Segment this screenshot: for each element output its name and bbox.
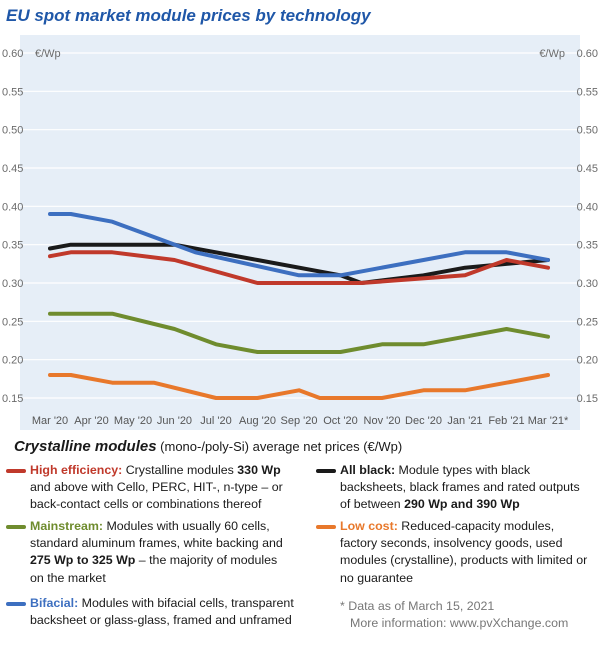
- legend-name: Mainstream:: [30, 519, 103, 533]
- legend-bold-text: 330 Wp: [237, 463, 281, 477]
- y-tick-label-right: 0.60: [577, 48, 598, 60]
- series-line-bifacial: [48, 212, 550, 278]
- x-tick-label: Aug '20: [239, 415, 276, 427]
- series-line-mainstream: [48, 311, 550, 354]
- y-tick-label-left: 0.50: [2, 125, 23, 137]
- legend-title: Crystalline modules (mono-/poly-Si) aver…: [14, 438, 402, 455]
- series-line-low-cost: [48, 373, 550, 400]
- legend-name: Bifacial:: [30, 596, 79, 610]
- x-tick-label: Oct '20: [323, 415, 358, 427]
- legend-text: Reduced-capacity modules, factory second…: [340, 519, 588, 585]
- legend-text: – the majority of modules on the market: [30, 553, 278, 585]
- y-tick-label-left: 0.55: [2, 86, 23, 98]
- y-tick-label-left: 0.45: [2, 163, 23, 175]
- legend-bold-text: 275 Wp to 325 Wp: [30, 553, 136, 568]
- line-chart: 0.60 0.60 0.55 0.55 0.50 0.50 0.45 0.45 0.40 0.40…: [2, 35, 598, 430]
- legend-text: and above with Cello, PERC, HIT-, n-type…: [30, 480, 283, 512]
- y-tick-label-left: 0.20: [2, 355, 23, 367]
- y-tick-label-left: 0.25: [2, 316, 23, 328]
- y-unit-right: €/Wp: [539, 48, 565, 60]
- y-tick-label-right: 0.35: [577, 240, 598, 252]
- x-tick-label: Jul '20: [200, 415, 231, 427]
- x-tick-label: Jan '21: [447, 415, 482, 427]
- legend-text: Crystalline modules: [122, 463, 238, 477]
- y-unit-left: €/Wp: [35, 48, 61, 60]
- y-tick-labels: 0.60 0.60 0.55 0.55 0.50 0.50 0.45 0.45 0.40 0.40…: [2, 48, 598, 405]
- x-tick-label: Feb '21: [488, 415, 524, 427]
- y-tick-label-right: 0.40: [577, 201, 598, 213]
- footnote-more-info: More information: www.pvXchange.com: [350, 616, 569, 630]
- footnote: * Data as of March 15, 2021 More informa…: [340, 598, 568, 632]
- y-tick-label-right: 0.30: [577, 278, 598, 290]
- y-tick-label-right: 0.25: [577, 316, 598, 328]
- legend-swatch-all-black: [316, 469, 336, 473]
- legend-swatch-mainstream: [6, 525, 26, 529]
- x-tick-labels: Mar '20 Apr '20 May '20 Jun '20 Jul '20 Aug '…: [32, 415, 569, 427]
- legend-name: High efficiency:: [30, 463, 123, 477]
- legend-text: Module types with black backsheets, blac…: [340, 463, 580, 512]
- legend-item-low-cost: Low cost: Reduced-capacity modules, fact…: [316, 518, 590, 587]
- legend-item-all-black: All black: Module types with black backs…: [316, 462, 590, 514]
- y-tick-label-left: 0.35: [2, 240, 23, 252]
- y-tick-label-right: 0.20: [577, 355, 598, 367]
- legend-swatch-high-efficiency: [6, 469, 26, 473]
- x-tick-label: Mar '20: [32, 415, 68, 427]
- legend-name: All black:: [340, 463, 396, 477]
- x-tick-label: Jun '20: [157, 415, 192, 427]
- y-tick-label-right: 0.50: [577, 125, 598, 137]
- legend-swatch-low-cost: [316, 525, 336, 529]
- legend-text: Modules with usually 60 cells, standard …: [30, 519, 283, 551]
- x-tick-label: Dec '20: [405, 415, 442, 427]
- legend-title-main: Crystalline modules: [14, 438, 157, 455]
- legend-item-high-efficiency: High efficiency: Crystalline modules 330…: [6, 462, 292, 514]
- x-tick-label: May '20: [114, 415, 152, 427]
- chart-title: EU spot market module prices by technolo…: [6, 6, 371, 25]
- y-tick-label-right: 0.55: [577, 86, 598, 98]
- y-tick-label-left: 0.40: [2, 201, 23, 213]
- legend-item-mainstream: Mainstream: Modules with usually 60 cell…: [6, 518, 292, 587]
- legend-bold-text: 290 Wp and 390 Wp: [404, 497, 520, 512]
- legend-text: Modules with bifacial cells, transparent…: [30, 596, 294, 628]
- legend-name: Low cost:: [340, 519, 398, 533]
- gridlines: [20, 52, 580, 399]
- x-tick-label: Sep '20: [281, 415, 318, 427]
- x-tick-label: Apr '20: [74, 415, 109, 427]
- plot-area-background: [20, 35, 580, 430]
- y-tick-label-right: 0.45: [577, 163, 598, 175]
- legend-swatch-bifacial: [6, 602, 26, 606]
- legend-title-sub: (mono-/poly-Si) average net prices (€/Wp…: [156, 439, 403, 454]
- series-lines: [48, 212, 550, 400]
- footnote-date: * Data as of March 15, 2021: [340, 599, 495, 613]
- y-tick-label-left: 0.60: [2, 48, 23, 60]
- series-line-high-efficiency: [48, 250, 550, 285]
- x-tick-label: Nov '20: [364, 415, 401, 427]
- y-tick-label-right: 0.15: [577, 393, 598, 405]
- y-tick-label-left: 0.30: [2, 278, 23, 290]
- legend-item-bifacial: Bifacial: Modules with bifacial cells, t…: [6, 595, 298, 629]
- y-tick-label-left: 0.15: [2, 393, 23, 405]
- x-tick-label: Mar '21*: [528, 415, 569, 427]
